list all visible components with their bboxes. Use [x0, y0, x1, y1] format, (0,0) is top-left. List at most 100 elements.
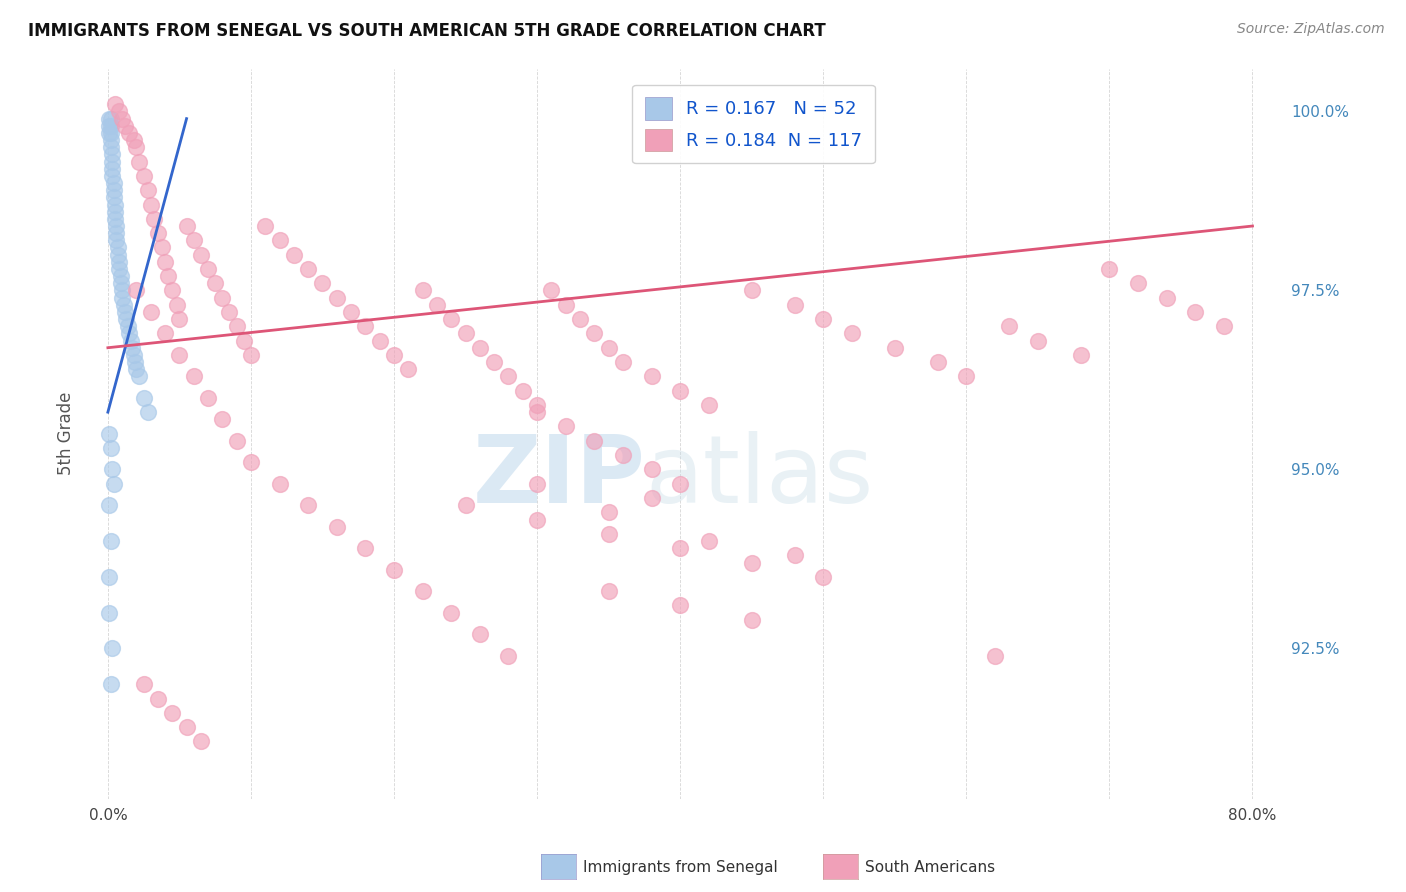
Point [105, 219, 128, 233]
Point [128, 369, 150, 384]
Point [104, 97, 127, 112]
Point [1156, 291, 1178, 305]
Point [115, 312, 138, 326]
Point [783, 549, 806, 563]
Point [104, 204, 127, 219]
Text: IMMIGRANTS FROM SENEGAL VS SOUTH AMERICAN 5TH GRADE CORRELATION CHART: IMMIGRANTS FROM SENEGAL VS SOUTH AMERICA… [28, 22, 825, 40]
Point [454, 498, 477, 512]
Point [883, 341, 905, 355]
Point [598, 584, 620, 599]
Point [218, 305, 240, 319]
Point [468, 627, 491, 641]
Point [104, 197, 127, 211]
Point [1184, 305, 1206, 319]
Point [396, 362, 419, 376]
Point [103, 183, 125, 197]
Text: Source: ZipAtlas.com: Source: ZipAtlas.com [1237, 22, 1385, 37]
Point [114, 119, 136, 133]
Point [697, 398, 720, 412]
Point [101, 147, 124, 161]
Point [612, 355, 634, 369]
Point [108, 255, 131, 269]
Point [98, 126, 121, 140]
Point [139, 197, 162, 211]
Point [128, 154, 150, 169]
Point [183, 369, 205, 384]
Point [526, 405, 548, 419]
Point [162, 706, 184, 720]
Point [118, 126, 141, 140]
Point [640, 369, 662, 384]
Point [239, 455, 262, 469]
Point [190, 734, 212, 748]
Point [340, 305, 363, 319]
Y-axis label: 5th Grade: 5th Grade [58, 392, 75, 475]
Point [269, 476, 291, 491]
Point [197, 391, 219, 405]
Point [176, 720, 198, 734]
Point [211, 291, 233, 305]
Point [440, 606, 463, 620]
Point [100, 441, 122, 455]
Point [554, 298, 576, 312]
Point [139, 305, 162, 319]
Point [118, 326, 141, 341]
Point [100, 133, 122, 147]
Point [426, 298, 449, 312]
Text: Immigrants from Senegal: Immigrants from Senegal [583, 861, 779, 875]
Point [98, 498, 121, 512]
Point [132, 677, 155, 691]
Point [669, 599, 692, 613]
Point [454, 326, 477, 341]
Point [211, 412, 233, 426]
Point [108, 104, 131, 119]
Point [955, 369, 977, 384]
Point [132, 391, 155, 405]
Point [297, 498, 319, 512]
Point [117, 319, 139, 334]
Point [105, 233, 128, 247]
Point [468, 341, 491, 355]
Point [440, 312, 463, 326]
Text: atlas: atlas [645, 432, 875, 524]
Point [984, 648, 1007, 663]
Point [183, 233, 205, 247]
Point [1098, 262, 1121, 277]
Point [142, 211, 165, 226]
Point [156, 269, 179, 284]
Point [100, 140, 122, 154]
Point [382, 348, 405, 362]
Point [741, 613, 763, 627]
Point [741, 556, 763, 570]
Point [368, 334, 391, 348]
Point [1026, 334, 1049, 348]
Point [110, 269, 132, 284]
Point [583, 326, 606, 341]
Point [283, 247, 305, 261]
Point [112, 298, 135, 312]
Point [927, 355, 949, 369]
Point [598, 341, 620, 355]
Point [150, 240, 173, 254]
Point [125, 140, 148, 154]
Point [254, 219, 277, 233]
Point [100, 119, 122, 133]
Point [225, 434, 247, 448]
Point [98, 570, 121, 584]
Point [813, 570, 835, 584]
Point [101, 161, 124, 176]
Point [326, 291, 349, 305]
Point [98, 426, 121, 441]
Point [326, 519, 349, 533]
Point [640, 491, 662, 505]
Point [598, 527, 620, 541]
Point [103, 176, 125, 190]
Point [108, 262, 131, 277]
Point [100, 126, 122, 140]
Point [105, 226, 128, 240]
Point [153, 326, 176, 341]
Point [162, 284, 184, 298]
Point [482, 355, 505, 369]
Point [297, 262, 319, 277]
Point [104, 211, 127, 226]
